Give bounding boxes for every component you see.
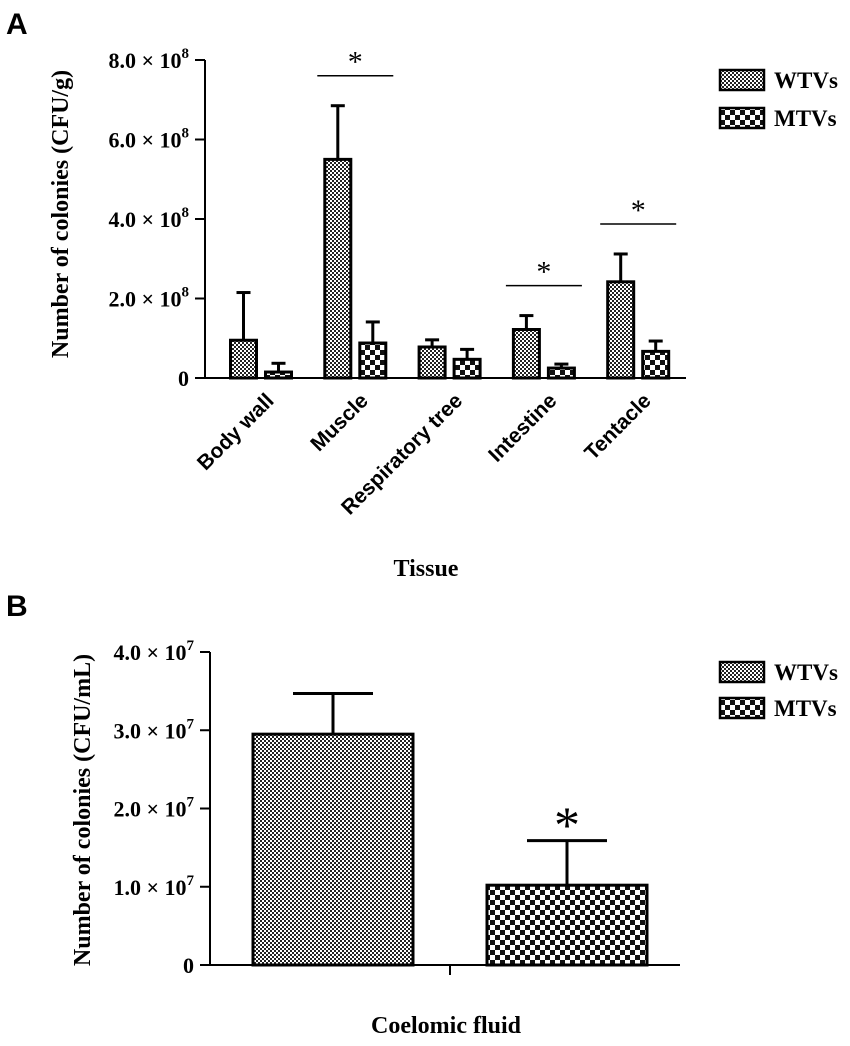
y-tick-exponent: 8 [182,205,190,221]
legend-label-wtvs: WTVs [774,68,838,93]
y-tick-label: 2.0 × 107 [113,795,194,822]
bar-mtvs [452,357,482,380]
category-label: Muscle [306,389,373,456]
y-tick-mantissa: 8.0 × 10 [108,48,181,73]
y-tick-exponent: 7 [187,795,195,811]
significance-marker: * [536,256,551,289]
y-tick-exponent: 7 [187,873,195,889]
bar-wtvs [323,157,353,380]
y-tick-mantissa: 2.0 × 10 [108,287,181,312]
bar-wtvs [417,345,447,380]
y-tick-label: 2.0 × 108 [108,285,189,312]
bar-mtvs [546,366,576,380]
y-tick-mantissa: 2.0 × 10 [113,797,186,822]
y-tick-label: 8.0 × 108 [108,46,189,73]
y-tick-exponent: 7 [187,716,195,732]
y-tick-exponent: 7 [187,638,195,654]
legend-label-mtvs: MTVs [774,106,837,131]
y-tick-label: 4.0 × 107 [113,638,194,665]
y-tick-mantissa: 1.0 × 10 [113,875,186,900]
y-tick-mantissa: 4.0 × 10 [108,207,181,232]
significance-marker: * [554,798,580,855]
legend-label-mtvs: MTVs [774,696,837,721]
y-tick-label: 1.0 × 107 [113,873,194,900]
significance-marker: * [631,194,646,227]
y-tick-label: 3.0 × 107 [113,716,194,743]
y-tick-mantissa: 3.0 × 10 [113,718,186,743]
legend-swatch-mtvs [718,696,766,720]
y-tick-exponent: 8 [182,285,190,301]
y-tick-mantissa: 0 [183,953,194,978]
y-tick-label: 0 [183,953,194,978]
panel-b-xlabel: Coelomic fluid [371,1013,522,1039]
panel-a-xlabel: Tissue [394,556,459,582]
y-tick-label: 6.0 × 108 [108,126,189,153]
legend-swatch-mtvs [718,106,766,130]
y-tick-mantissa: 4.0 × 10 [113,640,186,665]
y-tick-label: 0 [178,366,189,391]
category-label: Tentacle [580,389,655,464]
panel-a-letter: A [6,8,28,41]
panel-b-ylabel: Number of colonies (CFU/mL) [70,654,96,966]
panel-a-ylabel: Number of colonies (CFU/g) [48,70,74,358]
bar-mtvs [264,370,293,380]
y-tick-label: 4.0 × 108 [108,205,189,232]
bar-mtvs [641,349,671,380]
y-tick-mantissa: 0 [178,366,189,391]
bar-wtvs [606,280,636,380]
category-label: Body wall [193,389,279,475]
bar-mtvs [485,883,649,967]
y-tick-exponent: 8 [182,46,190,62]
panel-b-letter: B [6,590,28,623]
significance-marker: * [348,46,363,79]
bar-wtvs [511,328,541,380]
legend-swatch-wtvs [718,68,766,92]
legend-label-wtvs: WTVs [774,660,838,685]
bar-wtvs [229,338,258,380]
y-tick-exponent: 8 [182,126,190,142]
bar-mtvs [358,341,388,380]
legend-swatch-wtvs [718,660,766,684]
y-tick-mantissa: 6.0 × 10 [108,128,181,153]
category-label: Intestine [484,389,561,466]
bar-wtvs [251,732,415,967]
